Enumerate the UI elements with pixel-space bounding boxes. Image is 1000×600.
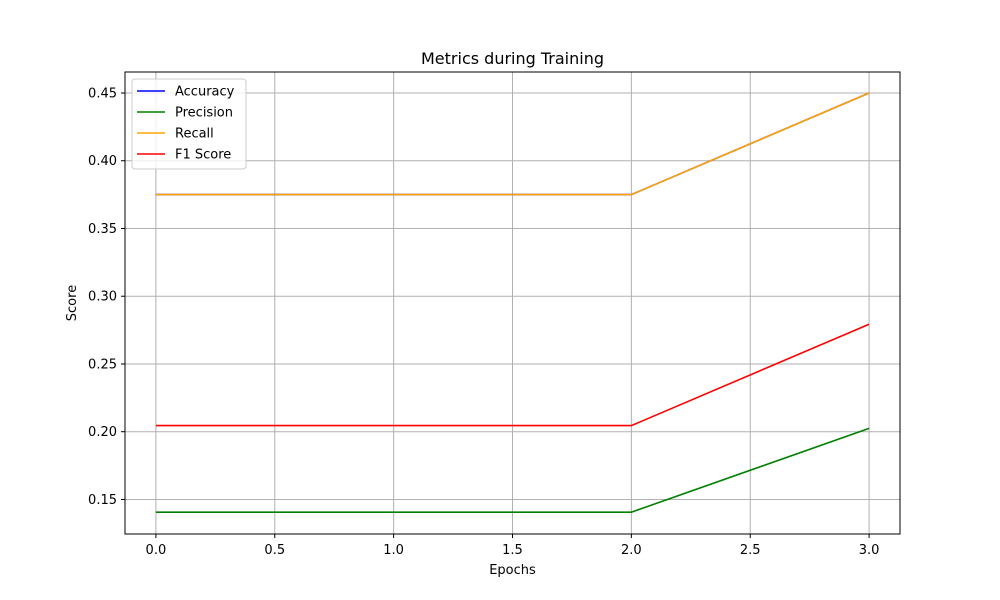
x-tick-label: 1.0 (383, 543, 404, 558)
legend-label-accuracy: Accuracy (175, 85, 235, 100)
y-tick-label: 0.25 (88, 357, 117, 372)
legend-label-recall: Recall (175, 127, 214, 142)
x-tick-label: 2.5 (740, 543, 761, 558)
x-tick-label: 0.5 (264, 543, 285, 558)
x-axis-label: Epochs (489, 563, 536, 578)
x-axis-ticks: 0.0 0.5 1.0 1.5 2.0 2.5 3.0 (146, 534, 880, 558)
y-tick-label: 0.45 (88, 87, 117, 102)
x-tick-label: 1.5 (502, 543, 523, 558)
y-tick-label: 0.20 (88, 425, 117, 440)
legend-label-f1-score: F1 Score (175, 148, 231, 163)
legend: Accuracy Precision Recall F1 Score (131, 78, 247, 170)
x-tick-label: 3.0 (859, 543, 880, 558)
y-tick-label: 0.35 (88, 222, 117, 237)
series-line-precision (155, 427, 870, 513)
grid-lines (125, 72, 900, 534)
y-tick-label: 0.40 (88, 154, 117, 169)
y-tick-label: 0.15 (88, 493, 117, 508)
series-lines (155, 92, 870, 513)
series-line-recall (155, 92, 870, 196)
legend-label-precision: Precision (175, 106, 233, 121)
y-axis-label: Score (65, 285, 80, 321)
legend-box (131, 78, 247, 170)
chart-title: Metrics during Training (421, 49, 604, 68)
x-tick-label: 2.0 (621, 543, 642, 558)
y-axis-ticks: 0.15 0.20 0.25 0.30 0.35 0.40 0.45 (88, 87, 125, 508)
series-line-f1-score (155, 323, 870, 427)
x-tick-label: 0.0 (146, 543, 167, 558)
y-tick-label: 0.30 (88, 290, 117, 305)
